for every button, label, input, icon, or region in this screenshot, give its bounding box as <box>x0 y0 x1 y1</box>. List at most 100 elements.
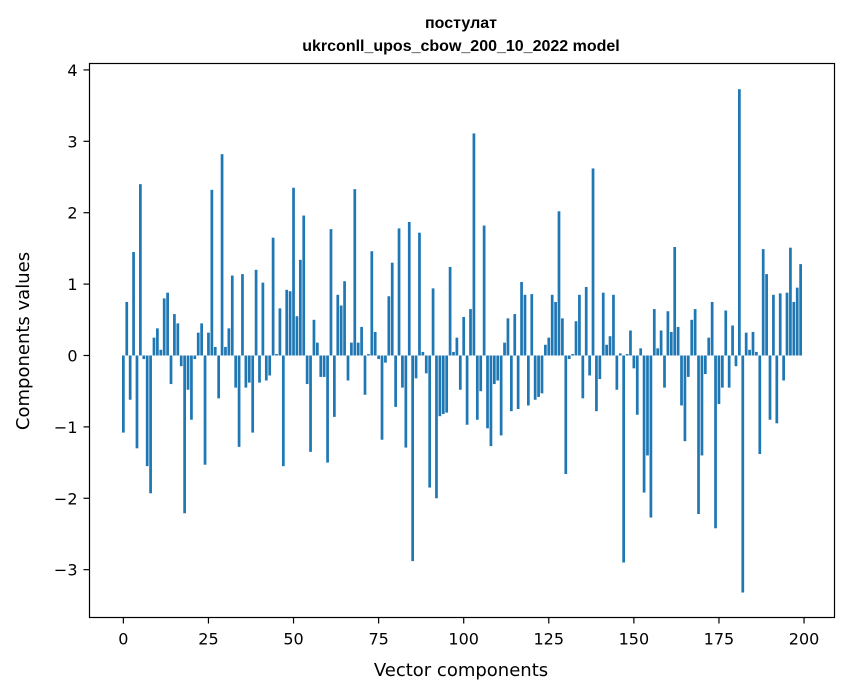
bar-84 <box>407 221 411 356</box>
bar-3 <box>132 251 135 356</box>
bar-158 <box>659 330 663 356</box>
bar-31 <box>227 328 231 356</box>
bar-179 <box>731 325 734 356</box>
bar-47 <box>281 355 285 467</box>
bar-80 <box>394 355 397 407</box>
bar-184 <box>748 349 751 356</box>
bar-183 <box>744 332 748 356</box>
bar-138 <box>591 168 595 356</box>
bar-49 <box>288 291 292 356</box>
x-axis-ticks: 0 25 50 75 100 125 150 175 200 <box>118 617 819 649</box>
bar-20 <box>190 355 193 420</box>
bar-23 <box>200 323 203 356</box>
bars-group <box>122 89 802 593</box>
bar-145 <box>615 355 619 390</box>
bar-6 <box>142 355 146 360</box>
bar-30 <box>224 346 227 356</box>
bar-147 <box>622 355 626 563</box>
bar-99 <box>458 355 462 390</box>
bar-57 <box>315 342 319 356</box>
bar-185 <box>751 331 755 356</box>
bar-79 <box>390 262 394 356</box>
bar-189 <box>765 274 768 356</box>
bar-39 <box>254 269 258 356</box>
bar-130 <box>564 355 568 474</box>
bar-198 <box>795 287 799 356</box>
bar-182 <box>741 355 745 593</box>
bar-103 <box>472 133 476 356</box>
bar-51 <box>295 316 299 356</box>
bar-114 <box>509 355 513 412</box>
bar-124 <box>544 344 547 356</box>
bar-88 <box>421 351 425 356</box>
bar-190 <box>768 355 772 420</box>
bar-14 <box>169 355 173 385</box>
bar-82 <box>401 355 404 388</box>
y-tick-label: 0 <box>67 346 77 365</box>
y-axis-label: Components values <box>13 252 34 430</box>
bar-123 <box>540 355 544 394</box>
x-tick-label: 175 <box>704 630 735 649</box>
y-tick-label: 1 <box>67 275 77 294</box>
bar-128 <box>557 211 561 356</box>
bar-134 <box>578 294 581 356</box>
bar-73 <box>370 251 374 356</box>
bar-171 <box>703 355 707 375</box>
bar-127 <box>554 301 557 356</box>
bar-133 <box>574 321 578 356</box>
y-tick-label: −2 <box>54 489 78 508</box>
bar-76 <box>380 355 384 440</box>
bar-173 <box>710 301 714 356</box>
bar-68 <box>353 189 357 356</box>
bar-40 <box>258 355 261 383</box>
bar-9 <box>152 337 156 356</box>
bar-95 <box>445 355 449 413</box>
bar-100 <box>462 316 466 356</box>
bar-107 <box>486 355 489 429</box>
bar-2 <box>128 355 132 400</box>
x-tick-label: 75 <box>368 630 388 649</box>
bar-5 <box>139 184 142 356</box>
bar-92 <box>435 355 438 499</box>
bar-94 <box>441 355 445 415</box>
bar-193 <box>778 293 782 356</box>
bar-132 <box>571 354 574 356</box>
bar-115 <box>513 314 517 356</box>
bar-45 <box>275 354 278 356</box>
bar-93 <box>438 355 442 417</box>
bar-43 <box>268 355 272 376</box>
x-axis-label: Vector components <box>374 660 548 681</box>
bar-29 <box>220 154 224 356</box>
bar-168 <box>693 309 697 356</box>
bar-177 <box>724 310 728 356</box>
bar-91 <box>431 288 435 356</box>
bar-119 <box>527 355 530 406</box>
bar-164 <box>680 355 683 406</box>
bar-106 <box>482 225 486 356</box>
bar-35 <box>241 274 244 356</box>
bar-42 <box>264 355 268 381</box>
bar-196 <box>789 247 792 356</box>
bar-157 <box>656 348 660 356</box>
bar-41 <box>261 282 265 356</box>
bar-12 <box>162 298 166 356</box>
bar-44 <box>271 237 275 356</box>
bar-90 <box>428 355 432 488</box>
bar-22 <box>196 332 200 356</box>
bar-166 <box>686 355 690 377</box>
bar-50 <box>292 187 295 356</box>
bar-136 <box>584 286 588 356</box>
bar-104 <box>475 355 479 420</box>
bar-15 <box>173 314 176 356</box>
bar-111 <box>499 355 503 436</box>
bar-70 <box>360 326 363 356</box>
bar-174 <box>714 355 717 529</box>
bar-16 <box>176 323 180 356</box>
bar-48 <box>285 289 289 356</box>
y-tick-label: 4 <box>67 61 77 80</box>
bar-199 <box>799 264 802 356</box>
bar-10 <box>156 328 159 356</box>
bar-38 <box>251 355 255 433</box>
bar-129 <box>561 318 564 356</box>
bar-191 <box>772 294 775 356</box>
